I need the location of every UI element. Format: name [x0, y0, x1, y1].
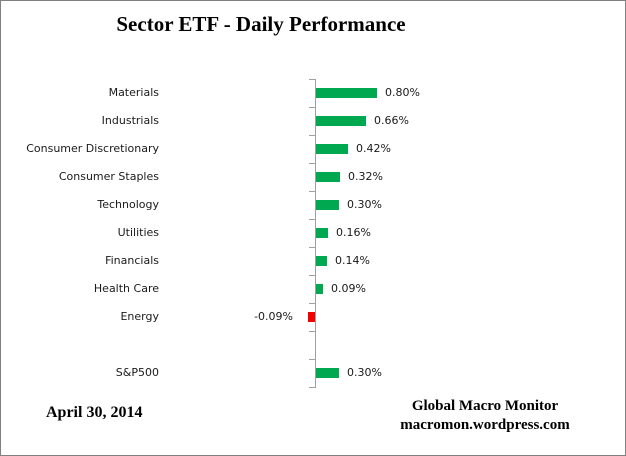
axis-tick	[309, 303, 316, 304]
axis-tick	[309, 163, 316, 164]
chart-row: S&P500 0.30%	[1, 359, 625, 387]
bar-industrials	[316, 116, 366, 126]
axis-tick	[309, 191, 316, 192]
value-label: 0.09%	[331, 282, 366, 295]
value-label: 0.30%	[347, 366, 382, 379]
bar-health-care	[316, 284, 323, 294]
category-label	[1, 331, 159, 359]
category-label: Consumer Discretionary	[26, 142, 159, 155]
value-label: 0.42%	[356, 142, 391, 155]
chart-row	[1, 331, 625, 359]
value-label: -0.09%	[254, 310, 293, 323]
chart-row: Technology 0.30%	[1, 191, 625, 219]
footer-line-2: macromon.wordpress.com	[400, 417, 570, 433]
date-label: April 30, 2014	[46, 404, 143, 421]
axis-tick	[309, 79, 316, 80]
value-label: 0.14%	[335, 254, 370, 267]
axis-tick	[309, 247, 316, 248]
bar-utilities	[316, 228, 328, 238]
footer-credit: Global Macro Monitor macromon.wordpress.…	[345, 397, 625, 435]
bar-financials	[316, 256, 327, 266]
chart-row: Industrials 0.66%	[1, 107, 625, 135]
footer-line-1: Global Macro Monitor	[411, 398, 559, 414]
category-label: Industrials	[101, 114, 159, 127]
bar-s-p500	[316, 368, 339, 378]
axis-tick	[309, 107, 316, 108]
category-axis-line	[315, 79, 316, 388]
axis-tick	[309, 219, 316, 220]
bar-technology	[316, 200, 339, 210]
category-label: Energy	[120, 310, 159, 323]
axis-tick	[309, 275, 316, 276]
axis-tick	[309, 359, 316, 360]
chart-row: Financials 0.14%	[1, 247, 625, 275]
value-label: 0.80%	[385, 86, 420, 99]
category-label: S&P500	[115, 366, 159, 379]
axis-tick	[309, 135, 316, 136]
category-label: Materials	[108, 86, 159, 99]
chart-row: Utilities 0.16%	[1, 219, 625, 247]
axis-tick	[309, 387, 316, 388]
bar-energy	[308, 312, 315, 322]
category-label: Financials	[105, 254, 159, 267]
value-label: 0.32%	[348, 170, 383, 183]
category-label: Consumer Staples	[58, 170, 159, 183]
chart-title: Sector ETF - Daily Performance	[116, 12, 406, 36]
chart-row: Consumer Discretionary 0.42%	[1, 135, 625, 163]
bar-consumer-discretionary	[316, 144, 348, 154]
bar-materials	[316, 88, 377, 98]
axis-tick	[309, 331, 316, 332]
chart-row: Materials 0.80%	[1, 79, 625, 107]
category-label: Health Care	[93, 282, 159, 295]
chart-row: Energy -0.09%	[1, 303, 625, 331]
chart-row: Consumer Staples 0.32%	[1, 163, 625, 191]
category-label: Technology	[97, 198, 159, 211]
chart-row: Health Care 0.09%	[1, 275, 625, 303]
value-label: 0.66%	[374, 114, 409, 127]
bar-consumer-staples	[316, 172, 340, 182]
value-label: 0.16%	[336, 226, 371, 239]
value-label: 0.30%	[347, 198, 382, 211]
category-label: Utilities	[117, 226, 159, 239]
